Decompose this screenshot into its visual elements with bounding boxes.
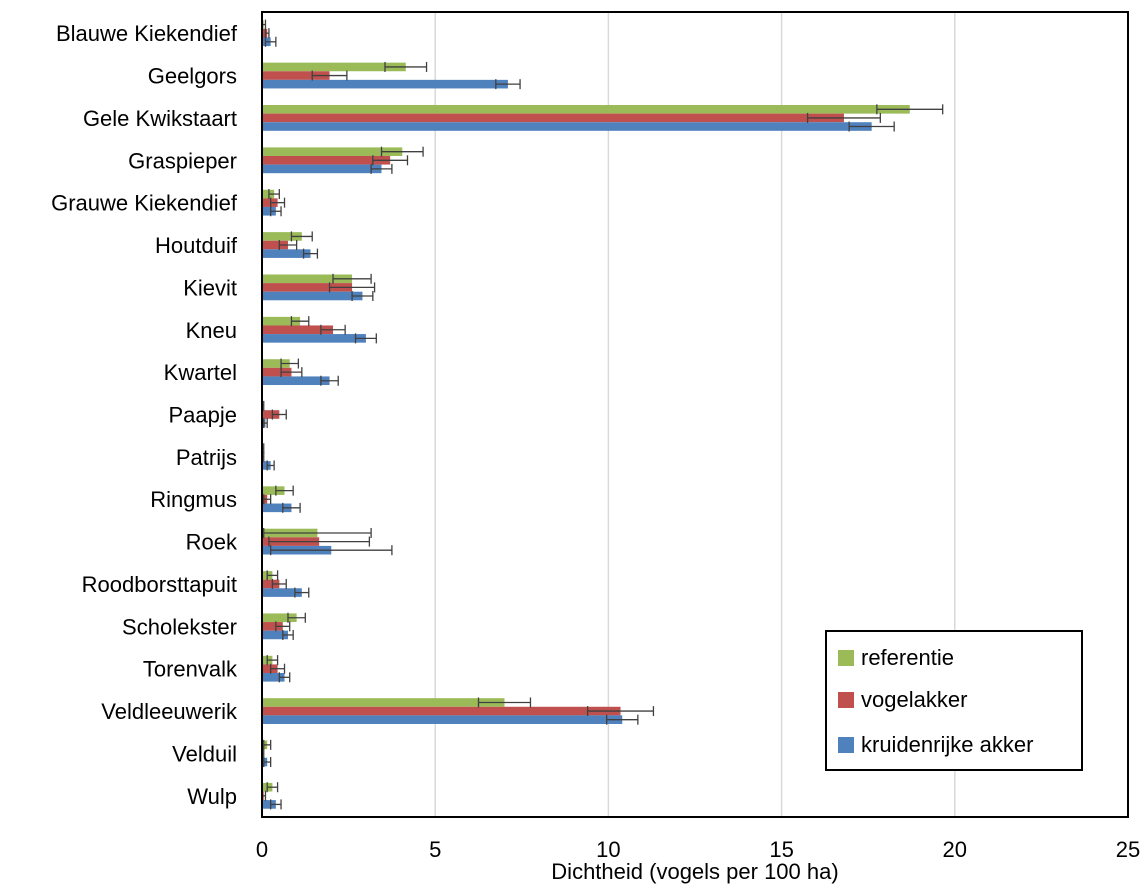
bar-referentie-gele-kwikstaart (262, 105, 910, 114)
bar-vogelakker-kwartel (262, 367, 292, 377)
bar-kruidenrijke-akker-torenvalk (262, 673, 285, 682)
category-label: Kwartel (164, 360, 237, 385)
x-axis-title: Dichtheid (vogels per 100 ha) (551, 859, 838, 884)
legend-marker-vogelakker (838, 692, 854, 708)
bar-referentie-ringmus (262, 486, 285, 495)
legend-marker-kruidenrijke-akker (838, 737, 854, 753)
bar-vogelakker-torenvalk (262, 664, 278, 674)
category-label: Kievit (183, 275, 237, 300)
bar-kruidenrijke-akker-geelgors (262, 79, 508, 89)
bar-kruidenrijke-akker-patrijs (262, 461, 271, 470)
bar-referentie-geelgors (262, 62, 406, 72)
bar-kruidenrijke-akker-veldleeuwerik (262, 715, 623, 724)
bar-vogelakker-roodborsttapuit (262, 579, 280, 589)
bar-referentie-graspieper (262, 147, 403, 156)
plot-frame (261, 11, 1129, 818)
bar-kruidenrijke-akker-grauwe-kiekendief (262, 206, 276, 216)
x-tick-label: 15 (769, 837, 793, 862)
bar-kruidenrijke-akker-wulp (262, 800, 276, 809)
bar-vogelakker-gele-kwikstaart (262, 113, 844, 123)
bar-vogelakker-paapje (262, 410, 280, 419)
legend-label-kruidenrijke-akker: kruidenrijke akker (861, 732, 1033, 757)
category-label: Patrijs (176, 445, 237, 470)
category-label: Graspieper (128, 148, 237, 173)
bar-referentie-veldleeuwerik (262, 698, 505, 707)
category-label: Paapje (168, 403, 237, 428)
bar-referentie-kievit (262, 274, 353, 284)
x-tick-labels: 0 5 10 15 20 25 (256, 837, 1140, 862)
category-label: Houtduif (155, 233, 238, 258)
category-labels: Blauwe Kiekendief Geelgors Gele Kwikstaart… (51, 21, 238, 809)
x-tick-label: 20 (943, 837, 967, 862)
bars (262, 20, 910, 809)
bar-referentie-kwartel (262, 359, 290, 368)
category-label: Grauwe Kiekendief (51, 191, 238, 216)
bar-kruidenrijke-akker-gele-kwikstaart (262, 122, 872, 131)
bar-vogelakker-blauwe-kiekendief (262, 28, 268, 38)
bar-vogelakker-houtduif (262, 240, 288, 250)
category-label: Torenvalk (143, 657, 238, 682)
bar-kruidenrijke-akker-kwartel (262, 376, 330, 386)
bar-vogelakker-graspieper (262, 155, 391, 165)
bar-referentie-grauwe-kiekendief (262, 189, 275, 199)
category-label: Wulp (187, 784, 237, 809)
x-tick-label: 10 (596, 837, 620, 862)
category-label: Geelgors (148, 64, 237, 89)
category-label: Blauwe Kiekendief (56, 21, 238, 46)
bar-kruidenrijke-akker-graspieper (262, 164, 382, 174)
bar-vogelakker-veldleeuwerik (262, 706, 621, 716)
bar-vogelakker-scholekster (262, 622, 283, 631)
bar-referentie-houtduif (262, 232, 302, 241)
x-tick-label: 0 (256, 837, 268, 862)
bar-kruidenrijke-akker-ringmus (262, 503, 292, 513)
legend: referentie vogelakker kruidenrijke akker (825, 630, 1083, 771)
bar-kruidenrijke-akker-kneu (262, 334, 366, 343)
category-label: Roek (186, 530, 238, 555)
bar-kruidenrijke-akker-roodborsttapuit (262, 588, 302, 597)
bar-referentie-kneu (262, 316, 301, 326)
legend-marker-referentie (838, 650, 854, 666)
bar-kruidenrijke-akker-kievit (262, 291, 363, 301)
bar-kruidenrijke-akker-houtduif (262, 249, 311, 258)
bar-vogelakker-geelgors (262, 71, 330, 80)
legend-label-referentie: referentie (861, 645, 954, 670)
bar-vogelakker-kievit (262, 283, 353, 292)
category-label: Veldleeuwerik (101, 699, 238, 724)
category-label: Ringmus (150, 487, 237, 512)
x-tick-label: 25 (1116, 837, 1140, 862)
bar-vogelakker-grauwe-kiekendief (262, 198, 278, 207)
category-label: Velduil (172, 741, 237, 766)
bar-kruidenrijke-akker-scholekster (262, 630, 288, 640)
category-label: Roodborsttapuit (82, 572, 237, 597)
bar-vogelakker-kneu (262, 325, 334, 335)
category-label: Gele Kwikstaart (83, 106, 237, 131)
legend-label-vogelakker: vogelakker (861, 687, 967, 712)
x-tick-label: 5 (429, 837, 441, 862)
error-bars (261, 19, 944, 810)
legend-box (825, 630, 1083, 771)
category-label: Scholekster (122, 614, 237, 639)
bar-referentie-scholekster (262, 613, 297, 623)
category-label: Kneu (186, 318, 237, 343)
